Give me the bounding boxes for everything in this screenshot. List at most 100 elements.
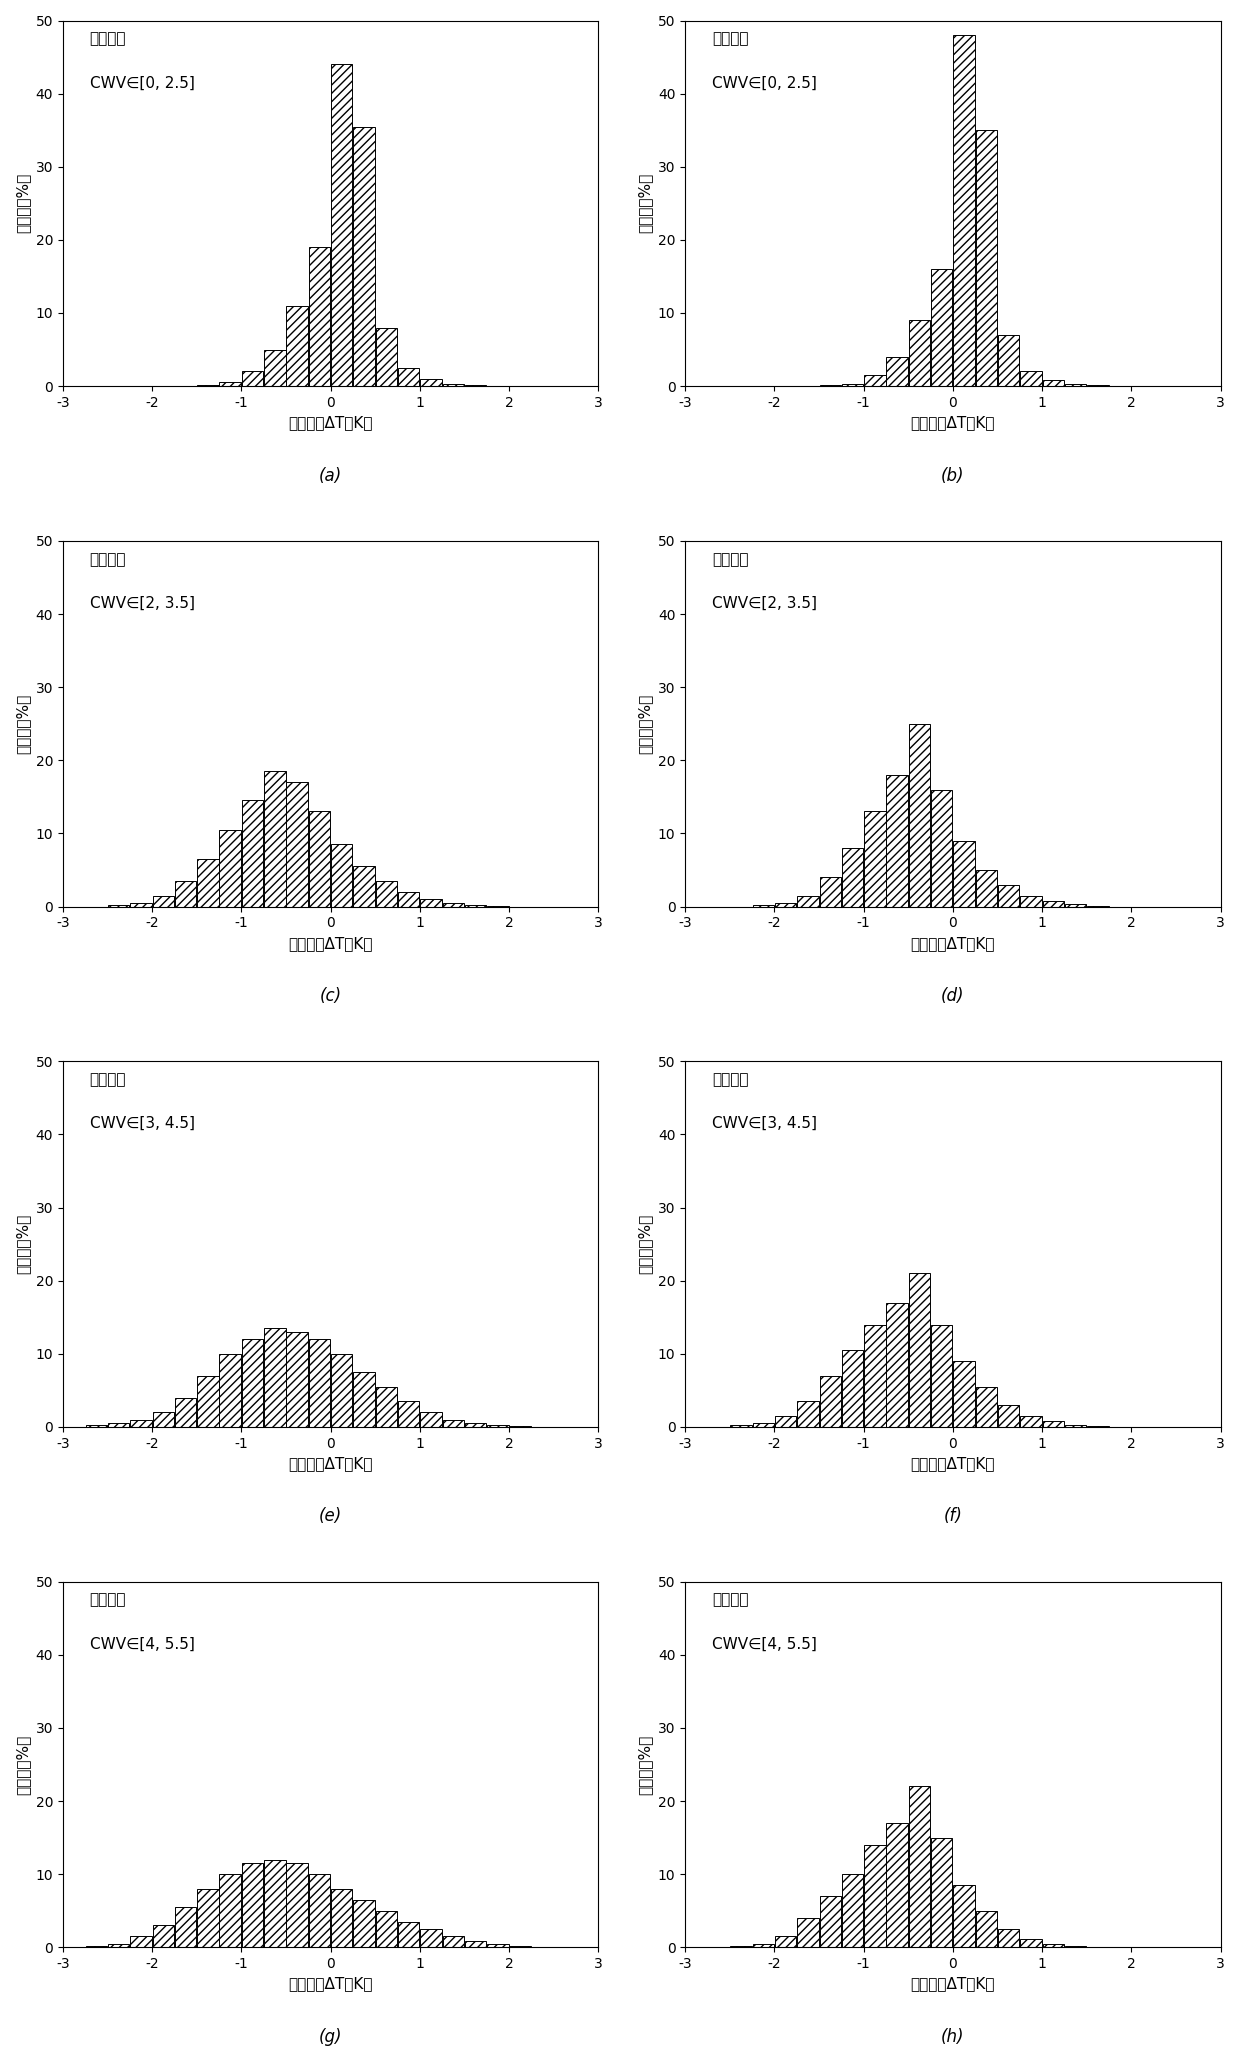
Bar — [353, 1371, 374, 1427]
Y-axis label: 百分比（%）: 百分比（%） — [15, 693, 30, 755]
Bar — [864, 812, 885, 907]
Bar — [398, 1922, 419, 1947]
X-axis label: 算法残差ΔT（K）: 算法残差ΔT（K） — [289, 935, 373, 950]
X-axis label: 算法残差ΔT（K）: 算法残差ΔT（K） — [289, 415, 373, 430]
Bar — [309, 247, 330, 387]
Bar — [242, 1338, 263, 1427]
Bar — [197, 859, 218, 907]
Text: 日间算法: 日间算法 — [89, 1073, 126, 1088]
Text: 日间算法: 日间算法 — [89, 1593, 126, 1608]
Bar — [887, 1824, 908, 1947]
Text: (g): (g) — [319, 2027, 342, 2046]
Bar — [219, 831, 241, 907]
Bar — [775, 1417, 796, 1427]
Bar — [309, 1338, 330, 1427]
Y-axis label: 百分比（%）: 百分比（%） — [637, 173, 652, 234]
Bar — [909, 1787, 930, 1947]
Bar — [443, 903, 464, 907]
Text: (b): (b) — [941, 467, 965, 485]
Bar — [797, 1402, 818, 1427]
Bar — [153, 896, 174, 907]
Bar — [864, 374, 885, 387]
Bar — [264, 1328, 285, 1427]
Bar — [753, 1423, 774, 1427]
Bar — [1021, 372, 1042, 387]
Text: CWV∈[4, 5.5]: CWV∈[4, 5.5] — [712, 1637, 817, 1651]
Text: 夜间算法: 夜间算法 — [712, 1073, 749, 1088]
Bar — [130, 1419, 151, 1427]
Text: 夜间算法: 夜间算法 — [712, 31, 749, 47]
Bar — [931, 1324, 952, 1427]
Bar — [376, 880, 397, 907]
Bar — [398, 368, 419, 387]
Bar — [376, 327, 397, 387]
Bar — [108, 1943, 129, 1947]
Bar — [309, 1875, 330, 1947]
Bar — [931, 1838, 952, 1947]
Bar — [353, 127, 374, 387]
Bar — [864, 1844, 885, 1947]
Bar — [197, 1375, 218, 1427]
Bar — [465, 1941, 486, 1947]
Text: (f): (f) — [944, 1507, 962, 1526]
Bar — [976, 870, 997, 907]
Text: CWV∈[0, 2.5]: CWV∈[0, 2.5] — [712, 76, 817, 90]
Bar — [443, 1937, 464, 1947]
Bar — [487, 1945, 508, 1947]
Bar — [108, 1423, 129, 1427]
Bar — [954, 35, 975, 387]
Bar — [130, 1937, 151, 1947]
Bar — [1043, 901, 1064, 907]
Bar — [353, 866, 374, 907]
Bar — [286, 1863, 308, 1947]
Bar — [197, 1889, 218, 1947]
Text: CWV∈[2, 3.5]: CWV∈[2, 3.5] — [712, 596, 817, 611]
Bar — [954, 841, 975, 907]
Bar — [153, 1924, 174, 1947]
Bar — [264, 1859, 285, 1947]
Bar — [909, 321, 930, 387]
Text: (d): (d) — [941, 987, 965, 1005]
Bar — [775, 903, 796, 907]
Bar — [264, 771, 285, 907]
Bar — [976, 1386, 997, 1427]
Bar — [864, 1324, 885, 1427]
Bar — [1065, 1425, 1086, 1427]
Bar — [443, 384, 464, 387]
Bar — [887, 1304, 908, 1427]
Bar — [797, 896, 818, 907]
Bar — [175, 1398, 196, 1427]
Text: (a): (a) — [319, 467, 342, 485]
Bar — [175, 880, 196, 907]
Bar — [264, 350, 285, 387]
Text: CWV∈[3, 4.5]: CWV∈[3, 4.5] — [712, 1116, 817, 1131]
Text: CWV∈[4, 5.5]: CWV∈[4, 5.5] — [89, 1637, 195, 1651]
Bar — [820, 1375, 841, 1427]
Bar — [242, 372, 263, 387]
Bar — [443, 1419, 464, 1427]
Bar — [797, 1918, 818, 1947]
X-axis label: 算法残差ΔT（K）: 算法残差ΔT（K） — [910, 1456, 996, 1472]
Bar — [931, 790, 952, 907]
Bar — [420, 1929, 441, 1947]
Bar — [1065, 905, 1086, 907]
Bar — [820, 878, 841, 907]
Bar — [998, 884, 1019, 907]
Bar — [242, 1863, 263, 1947]
Bar — [309, 812, 330, 907]
X-axis label: 算法残差ΔT（K）: 算法残差ΔT（K） — [910, 1976, 996, 1992]
X-axis label: 算法残差ΔT（K）: 算法残差ΔT（K） — [910, 415, 996, 430]
Y-axis label: 百分比（%）: 百分比（%） — [15, 1735, 30, 1795]
Bar — [909, 724, 930, 907]
Bar — [331, 1889, 352, 1947]
Bar — [398, 892, 419, 907]
Bar — [175, 1908, 196, 1947]
Bar — [376, 1386, 397, 1427]
Bar — [1021, 896, 1042, 907]
Bar — [130, 903, 151, 907]
Bar — [286, 781, 308, 907]
Bar — [954, 1885, 975, 1947]
Text: (h): (h) — [941, 2027, 965, 2046]
Bar — [998, 335, 1019, 387]
Bar — [242, 800, 263, 907]
